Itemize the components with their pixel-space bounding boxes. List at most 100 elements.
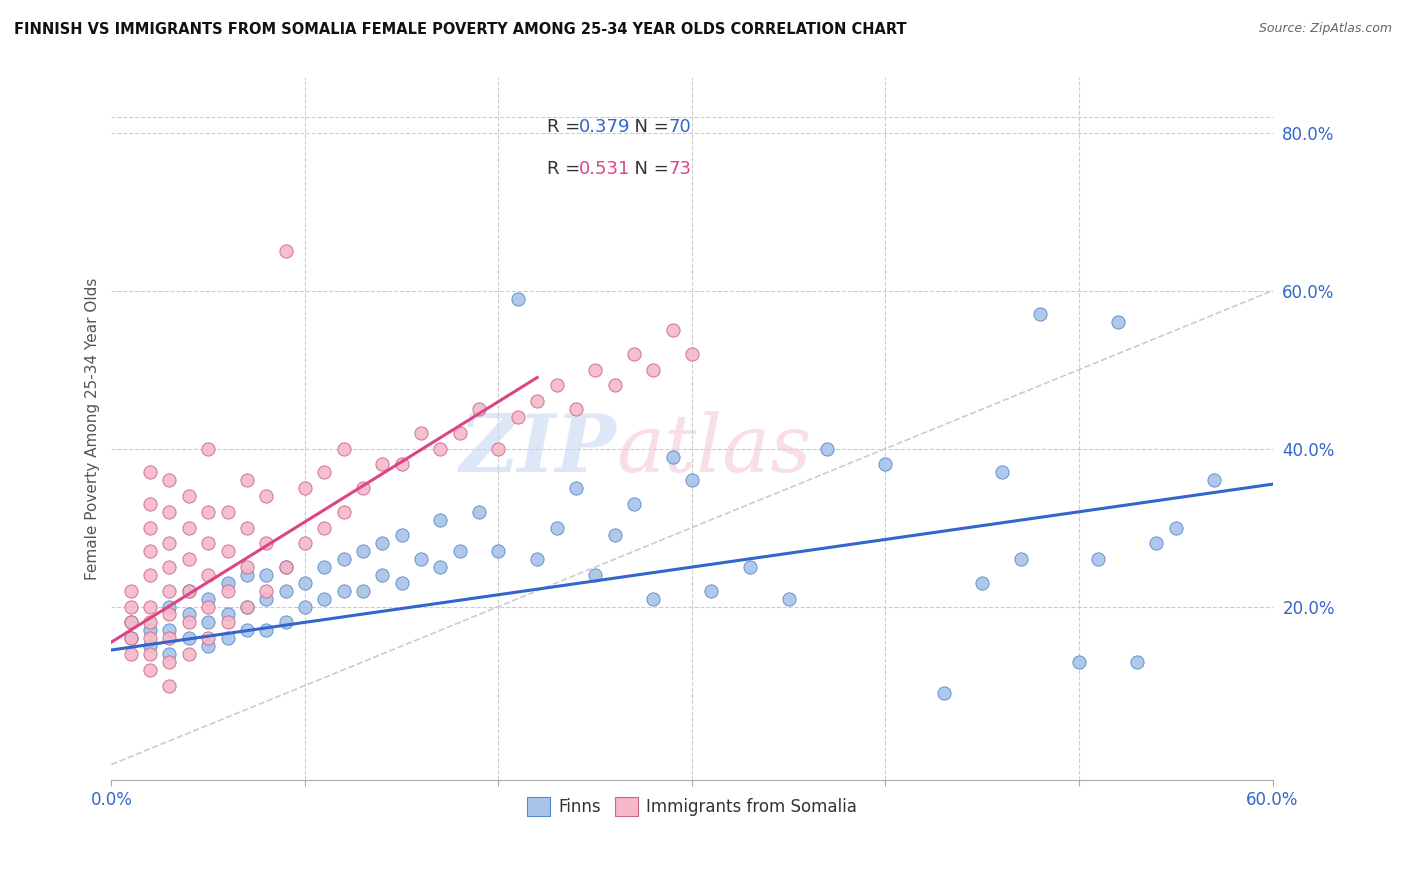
Text: 0.379: 0.379: [579, 118, 631, 136]
Text: R =: R =: [547, 160, 586, 178]
Text: 73: 73: [669, 160, 692, 178]
Point: [391, 458, 413, 472]
Point: [506, 292, 529, 306]
Point: [254, 591, 277, 606]
Text: ZIP: ZIP: [460, 411, 616, 489]
Point: [236, 520, 259, 534]
Point: [197, 536, 219, 550]
Point: [217, 607, 239, 622]
Point: [526, 394, 548, 409]
Point: [159, 679, 181, 693]
Point: [681, 347, 703, 361]
Point: [623, 347, 645, 361]
Point: [643, 591, 665, 606]
Point: [603, 528, 626, 542]
Point: [236, 568, 259, 582]
Point: [236, 599, 259, 614]
Point: [546, 520, 568, 534]
Point: [120, 631, 142, 645]
Point: [274, 615, 297, 630]
Point: [254, 624, 277, 638]
Point: [274, 560, 297, 574]
Point: [139, 631, 162, 645]
Point: [429, 513, 451, 527]
Point: [197, 615, 219, 630]
Point: [294, 481, 316, 495]
Point: [217, 583, 239, 598]
Point: [139, 624, 162, 638]
Point: [120, 599, 142, 614]
Point: [371, 568, 394, 582]
Point: [120, 615, 142, 630]
Point: [139, 599, 162, 614]
Point: [875, 458, 897, 472]
Legend: Finns, Immigrants from Somalia: Finns, Immigrants from Somalia: [519, 789, 865, 825]
Point: [294, 536, 316, 550]
Point: [583, 568, 606, 582]
Point: [254, 489, 277, 503]
Point: [449, 544, 471, 558]
Point: [1126, 655, 1149, 669]
Point: [603, 378, 626, 392]
Point: [623, 497, 645, 511]
Text: Source: ZipAtlas.com: Source: ZipAtlas.com: [1258, 22, 1392, 36]
Text: N =: N =: [623, 118, 675, 136]
Point: [159, 624, 181, 638]
Point: [352, 481, 374, 495]
Point: [1144, 536, 1167, 550]
Point: [177, 552, 200, 566]
Point: [332, 583, 354, 598]
Point: [177, 520, 200, 534]
Point: [583, 362, 606, 376]
Point: [932, 686, 955, 700]
Point: [197, 631, 219, 645]
Point: [449, 425, 471, 440]
Point: [159, 599, 181, 614]
Point: [429, 442, 451, 456]
Point: [139, 663, 162, 677]
Point: [661, 323, 683, 337]
Point: [159, 631, 181, 645]
Point: [294, 575, 316, 590]
Text: 70: 70: [669, 118, 692, 136]
Point: [546, 378, 568, 392]
Point: [120, 647, 142, 661]
Point: [332, 552, 354, 566]
Point: [217, 505, 239, 519]
Point: [1010, 552, 1032, 566]
Point: [429, 560, 451, 574]
Point: [371, 536, 394, 550]
Point: [197, 568, 219, 582]
Point: [177, 583, 200, 598]
Point: [217, 575, 239, 590]
Point: [778, 591, 800, 606]
Point: [254, 536, 277, 550]
Point: [236, 473, 259, 487]
Point: [506, 410, 529, 425]
Point: [314, 465, 336, 479]
Point: [488, 442, 510, 456]
Point: [217, 631, 239, 645]
Point: [177, 647, 200, 661]
Point: [1029, 307, 1052, 321]
Y-axis label: Female Poverty Among 25-34 Year Olds: Female Poverty Among 25-34 Year Olds: [86, 277, 100, 580]
Point: [274, 560, 297, 574]
Point: [159, 505, 181, 519]
Point: [159, 536, 181, 550]
Point: [391, 528, 413, 542]
Point: [254, 568, 277, 582]
Point: [274, 583, 297, 598]
Point: [332, 505, 354, 519]
Point: [177, 631, 200, 645]
Point: [371, 458, 394, 472]
Point: [139, 544, 162, 558]
Text: N =: N =: [623, 160, 675, 178]
Point: [1087, 552, 1109, 566]
Point: [565, 481, 588, 495]
Point: [817, 442, 839, 456]
Point: [643, 362, 665, 376]
Point: [120, 583, 142, 598]
Text: FINNISH VS IMMIGRANTS FROM SOMALIA FEMALE POVERTY AMONG 25-34 YEAR OLDS CORRELAT: FINNISH VS IMMIGRANTS FROM SOMALIA FEMAL…: [14, 22, 907, 37]
Point: [120, 615, 142, 630]
Point: [197, 442, 219, 456]
